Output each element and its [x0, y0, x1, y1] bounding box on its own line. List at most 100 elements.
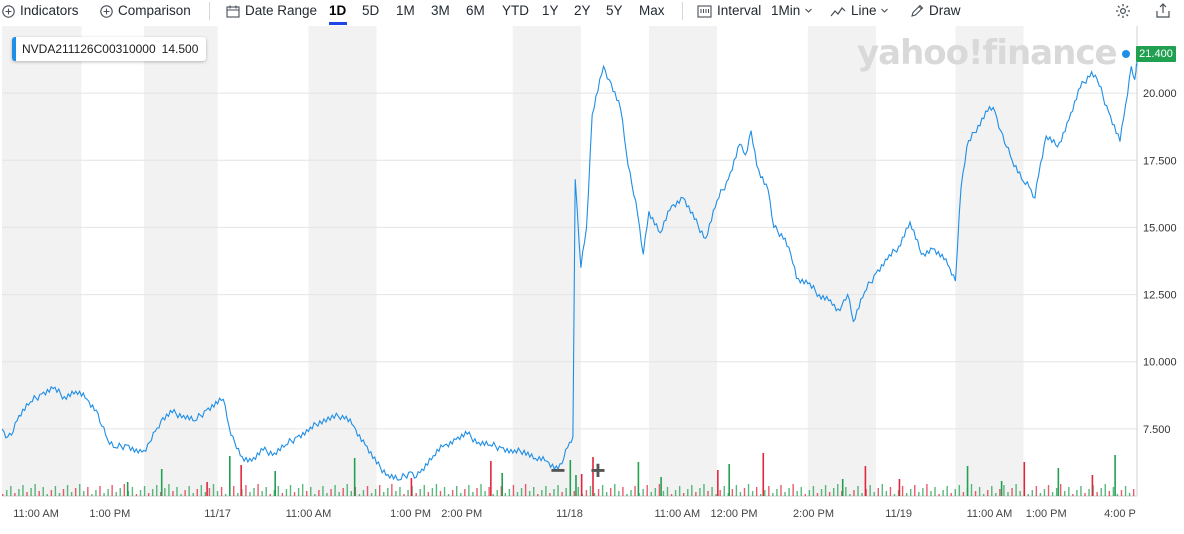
share-button[interactable]: [1155, 3, 1171, 23]
volume-bar: [338, 492, 340, 496]
volume-bar: [541, 490, 543, 496]
range-1d[interactable]: 1D: [329, 3, 347, 18]
volume-bar: [910, 489, 912, 496]
volume-bar: [293, 492, 296, 496]
range-5y[interactable]: 5Y: [606, 3, 623, 18]
volume-bar: [22, 485, 24, 496]
volume-bar: [618, 491, 620, 496]
volume-bar: [62, 489, 65, 496]
volume-bar: [427, 492, 430, 496]
volume-bar: [1116, 494, 1119, 496]
volume-bar: [224, 494, 227, 496]
volume-bar: [966, 466, 969, 496]
volume-bar: [160, 469, 163, 496]
volume-bar: [987, 490, 989, 496]
volume-bar: [1104, 484, 1106, 496]
plus-circle-icon: [100, 5, 113, 22]
series-legend[interactable]: NVDA211126C00310000 14.500: [12, 37, 207, 61]
price-chart[interactable]: 7.500 10.000 12.500 15.000 17.500 20.000 11:00…: [0, 26, 1184, 534]
range-1m[interactable]: 1M: [396, 3, 415, 18]
volume-bar: [50, 490, 53, 496]
volume-bar: [1088, 489, 1090, 496]
volume-bar: [1128, 493, 1131, 496]
volume-bar: [1007, 492, 1009, 496]
volume-bar: [816, 493, 819, 496]
volume-bar: [342, 488, 344, 496]
volume-bar: [54, 486, 57, 496]
volume-bar: [580, 474, 583, 496]
share-icon: [1155, 3, 1171, 22]
volume-bar: [889, 487, 892, 496]
range-6m[interactable]: 6M: [466, 3, 485, 18]
y-tick-label: 20.000: [1143, 88, 1177, 100]
volume-bar: [111, 485, 113, 496]
volume-bar: [326, 493, 328, 496]
volume-bar: [723, 486, 725, 496]
volume-bar: [751, 491, 754, 496]
date-range-button[interactable]: Date Range: [226, 3, 317, 22]
volume-bar: [168, 484, 170, 496]
x-tick-label: 11:00 AM: [654, 508, 700, 520]
volume-bar: [188, 486, 190, 496]
volume-bar: [1015, 484, 1017, 496]
settings-button[interactable]: [1115, 3, 1131, 23]
volume-bar: [18, 489, 20, 496]
volume-bar: [273, 490, 275, 496]
volume-bar: [395, 491, 397, 496]
range-max[interactable]: Max: [639, 3, 665, 18]
volume-bar: [403, 494, 405, 496]
volume-bar: [589, 486, 592, 496]
x-tick-label: 11/18: [556, 508, 583, 520]
volume-bar: [496, 490, 498, 496]
volume-bar: [358, 494, 361, 496]
volume-bar: [974, 491, 977, 496]
chart-type-button[interactable]: Line: [830, 3, 889, 22]
x-tick-label: 11:00 AM: [286, 508, 332, 520]
volume-bar: [1072, 494, 1074, 496]
volume-bar: [1035, 486, 1038, 496]
range-2y[interactable]: 2Y: [574, 3, 591, 18]
draw-button[interactable]: Draw: [910, 3, 961, 22]
legend-symbol: NVDA211126C00310000: [22, 42, 156, 56]
comparison-button[interactable]: Comparison: [100, 3, 191, 22]
volume-bar: [204, 492, 207, 496]
volume-bar: [1027, 494, 1029, 496]
volume-bar: [1023, 462, 1026, 496]
volume-bar: [1084, 493, 1086, 496]
comparison-label: Comparison: [118, 3, 191, 18]
range-1y[interactable]: 1Y: [542, 3, 559, 18]
range-ytd[interactable]: YTD: [502, 3, 529, 18]
zoom-in-button[interactable]: +: [590, 455, 606, 485]
interval-value: 1Min: [771, 3, 801, 18]
zoom-out-button[interactable]: −: [550, 455, 566, 485]
interval-button[interactable]: Interval 1Min: [697, 3, 813, 22]
volume-bar: [240, 465, 242, 496]
volume-bar: [683, 493, 685, 496]
x-tick-label: 11/17: [204, 508, 231, 520]
volume-bar: [318, 490, 320, 496]
volume-bar: [630, 490, 632, 496]
volume-bar: [460, 493, 462, 496]
volume-bar: [614, 484, 616, 496]
volume-bar: [58, 493, 61, 496]
volume-bar: [849, 494, 851, 496]
volume-bar: [70, 492, 73, 496]
volume-bar: [468, 485, 470, 496]
volume-bar: [456, 486, 458, 496]
volume-bar: [1019, 491, 1021, 496]
volume-bar: [38, 491, 40, 496]
volume-bar: [1000, 481, 1003, 496]
range-3m[interactable]: 3M: [431, 3, 450, 18]
indicators-button[interactable]: Indicators: [2, 3, 79, 22]
volume-bar: [735, 485, 738, 496]
volume-bar: [269, 494, 271, 496]
volume-bar: [962, 492, 965, 496]
volume-bar: [845, 487, 847, 496]
interval-label: Interval: [717, 3, 762, 18]
volume-bar: [99, 486, 101, 496]
volume-bar: [281, 493, 284, 496]
volume-bar: [922, 488, 924, 496]
range-5d[interactable]: 5D: [362, 3, 380, 18]
volume-bar: [569, 460, 572, 496]
volume-bar: [946, 486, 948, 496]
